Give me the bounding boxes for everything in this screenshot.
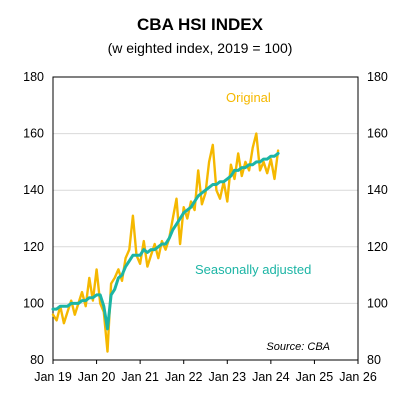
x-tick-label: Jan 25 <box>296 370 334 384</box>
y-tick-label-left: 100 <box>23 296 44 310</box>
series-line-seasonally-adjusted <box>51 151 280 331</box>
x-tick-label: Jan 19 <box>34 370 72 384</box>
x-tick-label: Jan 26 <box>339 370 377 384</box>
plot-area-border <box>52 76 359 361</box>
chart-subtitle: (w eighted index, 2019 = 100) <box>108 40 293 56</box>
series-label-original: Original <box>226 90 271 105</box>
y-tick-label-left: 160 <box>23 127 44 141</box>
x-tick-label: Jan 22 <box>165 370 203 384</box>
grid-lines <box>53 133 358 304</box>
y-tick-label-right: 120 <box>367 240 388 254</box>
series-lines <box>51 132 280 353</box>
y-tick-label-right: 100 <box>367 296 388 310</box>
y-tick-label-right: 160 <box>367 127 388 141</box>
x-tick-label: Jan 23 <box>209 370 247 384</box>
x-tick-label: Jan 20 <box>78 370 116 384</box>
y-tick-label-left: 140 <box>23 183 44 197</box>
x-tick-label: Jan 21 <box>121 370 159 384</box>
y-tick-label-left: 120 <box>23 240 44 254</box>
y-tick-label-right: 180 <box>367 70 388 84</box>
chart-title: CBA HSI INDEX <box>137 15 264 34</box>
x-axis: Jan 19 Jan 20 Jan 21 Jan 22 Jan 23 Jan 24 Jan … <box>34 360 377 384</box>
y-tick-label-right: 140 <box>367 183 388 197</box>
source-note: Source: CBA <box>266 341 330 353</box>
series-label-seasonally-adjusted: Seasonally adjusted <box>195 262 311 277</box>
y-tick-label-left: 80 <box>30 353 44 367</box>
y-tick-label-left: 180 <box>23 70 44 84</box>
y-axis-right: 80 100 120 140 160 180 <box>367 70 388 367</box>
y-tick-label-right: 80 <box>367 353 381 367</box>
x-tick-label: Jan 24 <box>252 370 290 384</box>
y-axis-left: 80 100 120 140 160 180 <box>23 70 44 367</box>
